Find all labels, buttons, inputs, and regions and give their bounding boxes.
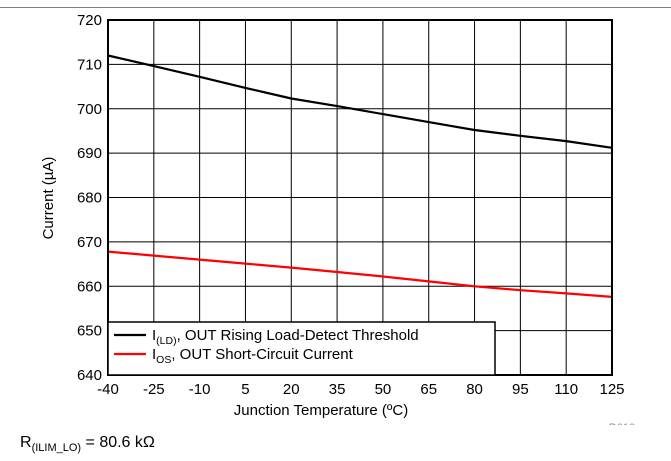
- footnote-symbol: R: [20, 434, 32, 451]
- y-tick-label: 690: [77, 145, 102, 162]
- x-tick-label: 110: [554, 381, 578, 398]
- figure-id: D010: [609, 422, 635, 425]
- line-chart: -40 -25 -10 5 20 35 50 65 80 95 110 125 640 650 660 670…: [40, 12, 635, 425]
- x-tick-label: -10: [189, 381, 211, 398]
- series-layer: [107, 54, 613, 298]
- x-tick-label: 125: [599, 381, 624, 398]
- tick-labels: -40 -25 -10 5 20 35 50 65 80 95 110 125 640 650 660 670…: [77, 12, 625, 398]
- y-tick-label: 650: [77, 323, 102, 340]
- x-tick-label: 20: [283, 381, 300, 398]
- legend-entry: I(LD), OUT Rising Load-Detect Threshold: [152, 327, 419, 347]
- x-tick-label: -25: [143, 381, 165, 398]
- footnote: R(ILIM_LO) = 80.6 kΩ: [20, 434, 155, 454]
- x-tick-label: 80: [466, 381, 483, 398]
- y-tick-label: 670: [77, 234, 102, 251]
- legend-entry: IOS, OUT Short-Circuit Current: [152, 346, 354, 366]
- legend-box: [107, 321, 496, 376]
- x-tick-label: 5: [241, 381, 249, 398]
- footnote-text: = 80.6 kΩ: [81, 434, 155, 451]
- grid: [107, 19, 613, 376]
- y-tick-label: 700: [77, 101, 102, 118]
- top-rule: [0, 7, 671, 8]
- x-tick-label: -40: [97, 381, 119, 398]
- legend: I(LD), OUT Rising Load-Detect ThresholdI…: [107, 321, 496, 376]
- series-line-2: [107, 250, 613, 298]
- y-tick-label: 640: [77, 367, 102, 384]
- y-axis-label: Current (µA): [40, 157, 57, 240]
- y-tick-label: 660: [77, 278, 102, 295]
- x-tick-label: 95: [512, 381, 529, 398]
- x-tick-label: 65: [420, 381, 437, 398]
- x-axis-label: Junction Temperature (ºC): [234, 402, 408, 419]
- footnote-subscript: (ILIM_LO): [31, 442, 82, 455]
- x-tick-label: 50: [375, 381, 392, 398]
- series-line-1: [107, 54, 613, 149]
- y-tick-label: 710: [77, 56, 102, 73]
- x-tick-label: 35: [329, 381, 346, 398]
- y-tick-label: 720: [77, 12, 102, 29]
- y-tick-label: 680: [77, 190, 102, 207]
